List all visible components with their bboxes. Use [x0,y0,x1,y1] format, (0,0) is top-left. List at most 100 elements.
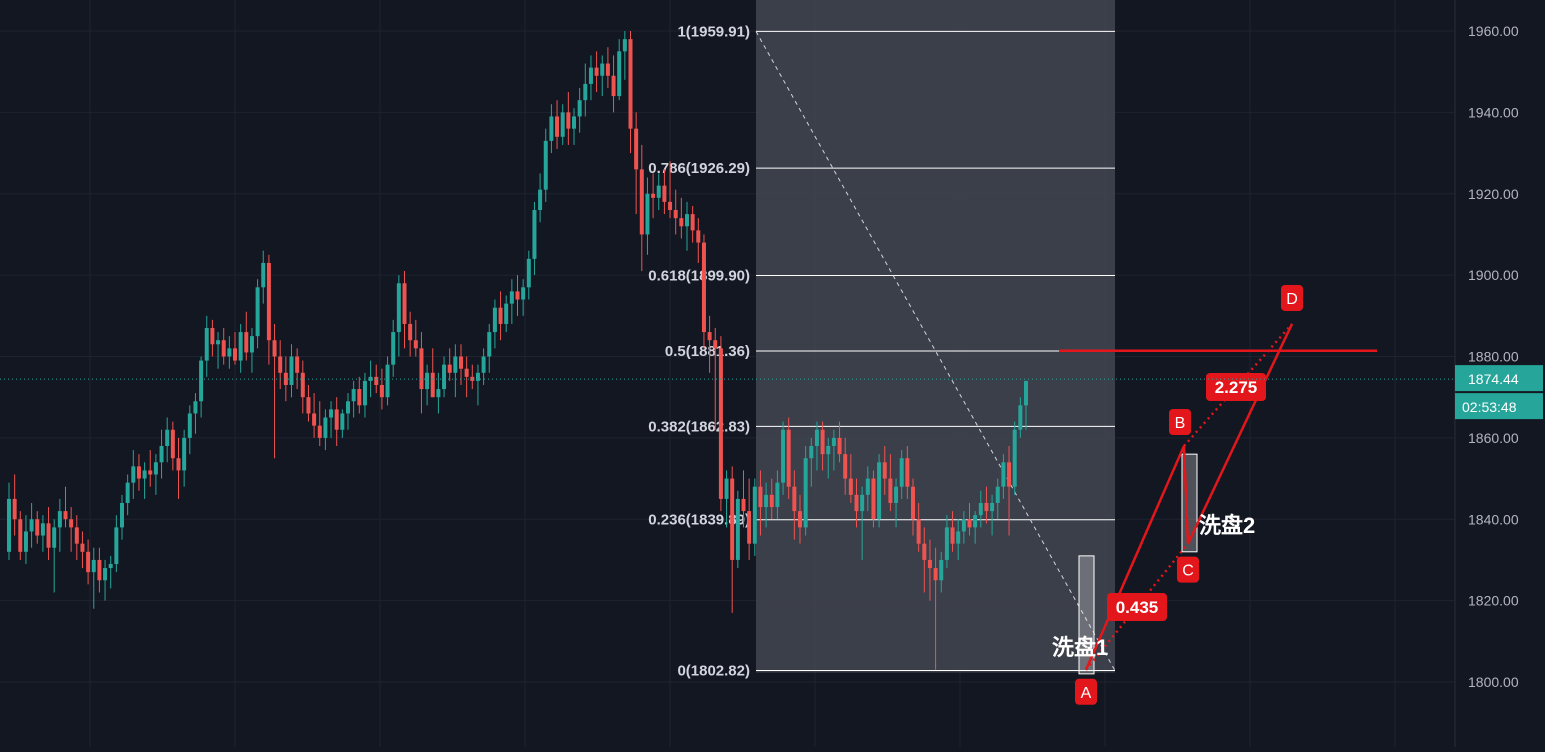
candle-body [939,559,944,581]
candle-body [826,446,831,455]
point-d-badge[interactable] [1281,284,1303,311]
candle-body [63,511,68,520]
candle-body [425,372,430,390]
point-a-badge[interactable] [1075,678,1097,705]
candle-body [391,332,396,365]
fib-level-label: 1(1959.91) [677,23,750,40]
candle-body [735,498,740,560]
abcd-leg[interactable] [1084,445,1186,671]
fib-levels[interactable]: 1(1959.91) 0.786(1926.29) 0.618(1899.90) 0.… [648,23,1115,680]
candle-body [430,372,435,398]
candle-body [193,401,198,414]
candle-body [255,287,260,337]
candle-body [543,140,548,190]
candle-body [927,559,932,569]
candle-body [967,519,972,528]
point-c-badge[interactable] [1177,556,1199,583]
candle-body [210,328,215,345]
candle-body [103,568,108,581]
candle-body [628,39,633,129]
candle-body [74,527,79,544]
wash1-box[interactable] [1078,555,1095,675]
candle-body [978,502,983,516]
candle-body [249,336,254,353]
price-tick-label: 1920.00 [1468,186,1519,202]
candle-body [798,511,802,528]
candle-body [408,323,413,341]
candle-body [645,193,650,235]
fib-level-label: 0(1802.82) [677,663,750,680]
fib-level-label: 0.5(1881.36) [665,343,750,360]
candle-body [933,568,938,581]
candle-body [701,242,706,333]
candle-body [216,340,221,345]
candle-body [1001,462,1006,487]
candle-body [142,470,147,479]
candle-body [888,478,893,503]
candle-body [323,417,328,438]
candle-body [685,214,689,227]
candle-body [283,372,288,385]
price-tick-label: 1900.00 [1468,267,1519,283]
candle-body [52,527,57,548]
candle-body [865,478,870,495]
candle-body [741,498,746,512]
candle-body [820,429,825,455]
candle-body [769,494,774,508]
ratio-bc-badge: 0.435 [1116,598,1159,617]
candle-body [80,543,85,552]
candle-body [899,458,904,487]
candle-body [176,458,181,471]
ratio-bc-badge-bg[interactable] [1107,593,1167,621]
candle-body [46,523,51,548]
candle-body [504,303,509,324]
candle-body [764,494,769,508]
abcd-pattern[interactable]: A B C D 0.435 2.275 [1059,284,1377,705]
candle-body [634,128,639,170]
candle-body [622,39,627,52]
candle-body [786,429,791,487]
abcd-leg[interactable] [1186,323,1294,545]
price-tick-label: 1800.00 [1468,674,1519,690]
abcd-leg[interactable] [1182,445,1190,544]
ratio-cd-badge-bg[interactable] [1206,373,1266,401]
candle-body [97,559,102,581]
candle-body [199,360,204,402]
candle-body [131,466,136,483]
price-tick-label: 1820.00 [1468,593,1519,609]
candle-body [312,413,317,426]
candle-body [464,368,469,377]
current-price-badge-bg [1455,365,1543,392]
candle-body [837,437,842,455]
candle-body [882,462,887,479]
candle-body [114,527,119,565]
point-b-badge[interactable] [1169,409,1191,436]
candle-body [108,564,113,569]
candle-body [752,486,757,544]
candle-body [453,356,458,373]
candle-body [459,356,463,369]
candle-body [526,258,531,288]
wash1-label: 洗盘1 [1052,635,1108,660]
candle-body [165,429,170,447]
candle-body [781,429,786,483]
candle-body [673,210,678,219]
fib-trendline[interactable] [755,31,1116,671]
candle-body [894,486,899,503]
candle-body [1018,405,1023,430]
candle-body [475,372,480,381]
candle-body [244,332,249,353]
candle-body [334,409,339,430]
candle-body [379,384,384,398]
candle-body [730,478,735,560]
candle-body [402,283,407,324]
candle-body [871,478,876,520]
candle-body [809,446,814,459]
fib-level-label: 0.786(1926.29) [648,160,750,177]
candle-body [120,502,124,528]
wash2-label: 洗盘2 [1199,513,1255,538]
candle-body [1007,462,1012,487]
